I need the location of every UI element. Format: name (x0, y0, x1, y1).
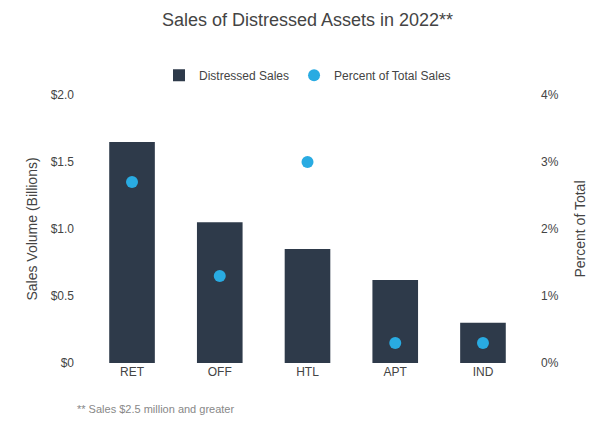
svg-text:RET: RET (120, 365, 145, 379)
svg-text:OFF: OFF (208, 365, 232, 379)
svg-text:APT: APT (384, 365, 408, 379)
svg-text:Sales Volume (Billions): Sales Volume (Billions) (24, 157, 40, 300)
svg-text:$1.5: $1.5 (51, 155, 75, 169)
svg-text:$0.5: $0.5 (51, 289, 75, 303)
svg-text:$0: $0 (61, 356, 75, 370)
svg-text:Sales of Distressed Assets in: Sales of Distressed Assets in 2022** (162, 10, 453, 30)
svg-text:$2.0: $2.0 (51, 88, 75, 102)
svg-text:Distressed Sales: Distressed Sales (199, 69, 289, 83)
svg-text:** Sales $2.5 million and grea: ** Sales $2.5 million and greater (77, 403, 234, 415)
svg-text:0%: 0% (541, 356, 559, 370)
svg-text:4%: 4% (541, 88, 559, 102)
svg-text:IND: IND (473, 365, 494, 379)
svg-text:Percent of Total Sales: Percent of Total Sales (334, 69, 451, 83)
svg-text:Percent of Total: Percent of Total (572, 180, 588, 277)
svg-text:3%: 3% (541, 155, 559, 169)
svg-text:2%: 2% (541, 222, 559, 236)
svg-text:$1.0: $1.0 (51, 222, 75, 236)
svg-text:HTL: HTL (296, 365, 319, 379)
svg-text:1%: 1% (541, 289, 559, 303)
